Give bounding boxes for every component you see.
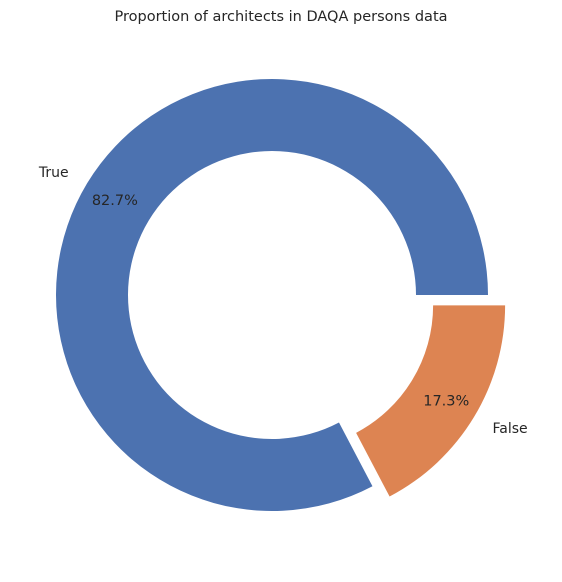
slice-labels: True 82.7% False 17.3% [38,165,528,437]
slice-false [356,305,506,497]
slice-label-false: False [492,421,527,437]
chart-title: Proportion of architects in DAQA persons… [114,9,447,25]
donut-slices [55,79,506,512]
slice-percent-true: 82.7% [92,193,138,209]
slice-label-true: True [38,165,69,181]
slice-percent-false: 17.3% [423,393,469,409]
slice-true [55,79,488,512]
